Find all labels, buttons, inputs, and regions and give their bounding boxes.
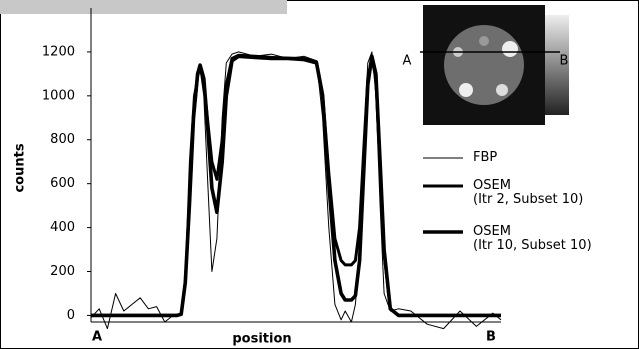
y-tick-label: 1000 [42,88,75,103]
x-end-label: B [486,330,496,345]
x-start-label: A [92,330,102,345]
y-tick-label: 800 [50,132,75,147]
overlay-bar [0,0,287,14]
y-tick-label: 400 [50,220,75,235]
y-tick-label: 200 [50,264,75,279]
inset-label: A [403,54,412,69]
legend-entry: OSEM (Itr 10, Subset 10) [473,225,592,253]
legend-entry: FBP [473,151,497,165]
inset-image [420,5,569,125]
y-tick-label: 600 [50,176,75,191]
inset-label: B [560,54,569,69]
x-axis-title: position [232,332,291,347]
legend-entry: OSEM (Itr 2, Subset 10) [473,179,583,207]
y-axis-title: counts [13,143,28,192]
y-tick-label: 1200 [42,44,75,59]
page: A B A B position counts 0 200 400 600 800 100… [0,0,639,349]
y-tick-label: 0 [67,308,75,323]
chart: A B A B position counts 0 200 400 600 800 100… [0,0,639,349]
